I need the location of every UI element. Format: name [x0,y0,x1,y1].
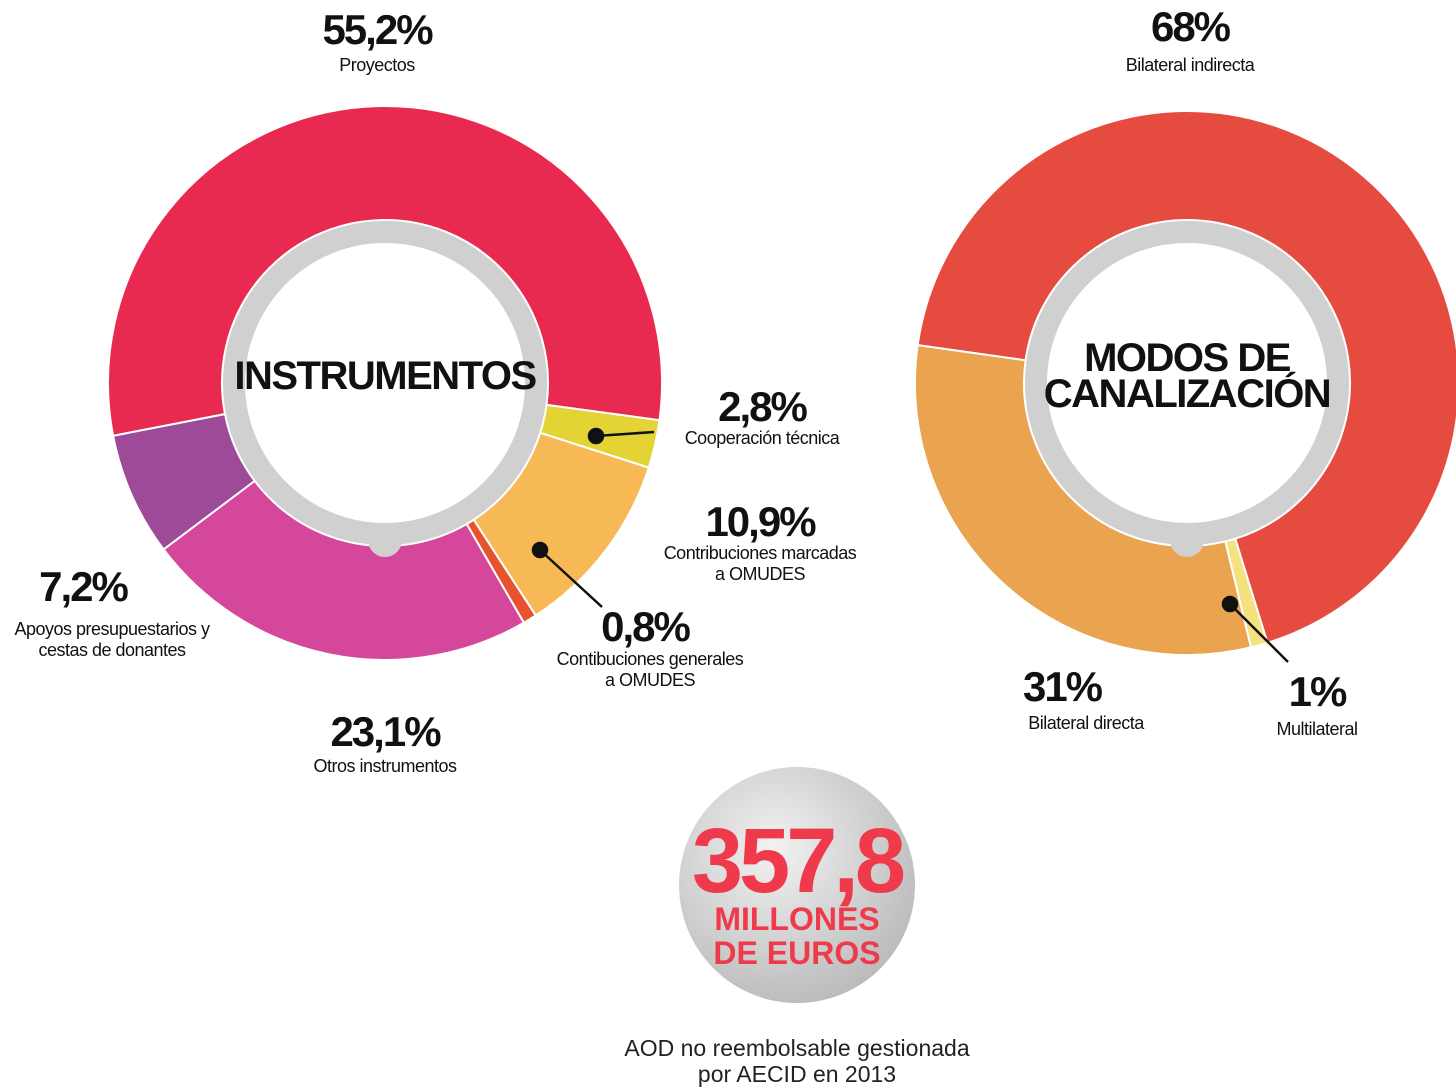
category-label: Proyectos [339,55,415,75]
caption: AOD no reembolsable gestionada por AECID … [624,1035,969,1087]
value-label: 2,8% [718,383,807,430]
value-label: 7,2% [39,563,128,610]
category-label: Cooperación técnica [685,428,841,448]
value-label: 1% [1289,668,1347,715]
leader-lines [531,427,1289,663]
category-label: Contribuciones marcadas a OMUDES [664,543,857,584]
category-label: Bilateral directa [1028,713,1145,733]
category-label: Bilateral indirecta [1126,55,1256,75]
value-label: 55,2% [322,6,433,53]
category-label: Multilateral [1276,719,1357,739]
center-title: MODOS DE CANALIZACIÓN [1044,336,1330,416]
category-label: Contibuciones generales a OMUDES [557,649,744,690]
donut-chart: INSTRUMENTOS [107,105,663,661]
value-label: 23,1% [330,708,441,755]
ring-notch [368,523,402,557]
globe [679,767,915,1003]
category-label: Otros instrumentos [313,756,457,776]
value-label: 31% [1023,663,1103,710]
ring-notch [1170,523,1204,557]
amount: 357,8 [692,810,904,912]
value-label: 68% [1151,3,1231,50]
donut-chart: MODOS DE CANALIZACIÓN [914,110,1456,656]
donut-segment [111,412,257,551]
donut-segment [916,110,1456,645]
charts: INSTRUMENTOS 55,2%Proyectos 2,8%Cooperació… [14,3,1456,776]
value-label: 10,9% [705,498,816,545]
center-title: INSTRUMENTOS [234,354,536,398]
category-label: Apoyos presupuestarios y cestas de donant… [14,619,210,660]
donut-segment [914,344,1253,656]
value-label: 0,8% [601,603,690,650]
amount-unit: MILLONES DE EUROS [713,901,880,971]
donut-segment [107,105,663,438]
